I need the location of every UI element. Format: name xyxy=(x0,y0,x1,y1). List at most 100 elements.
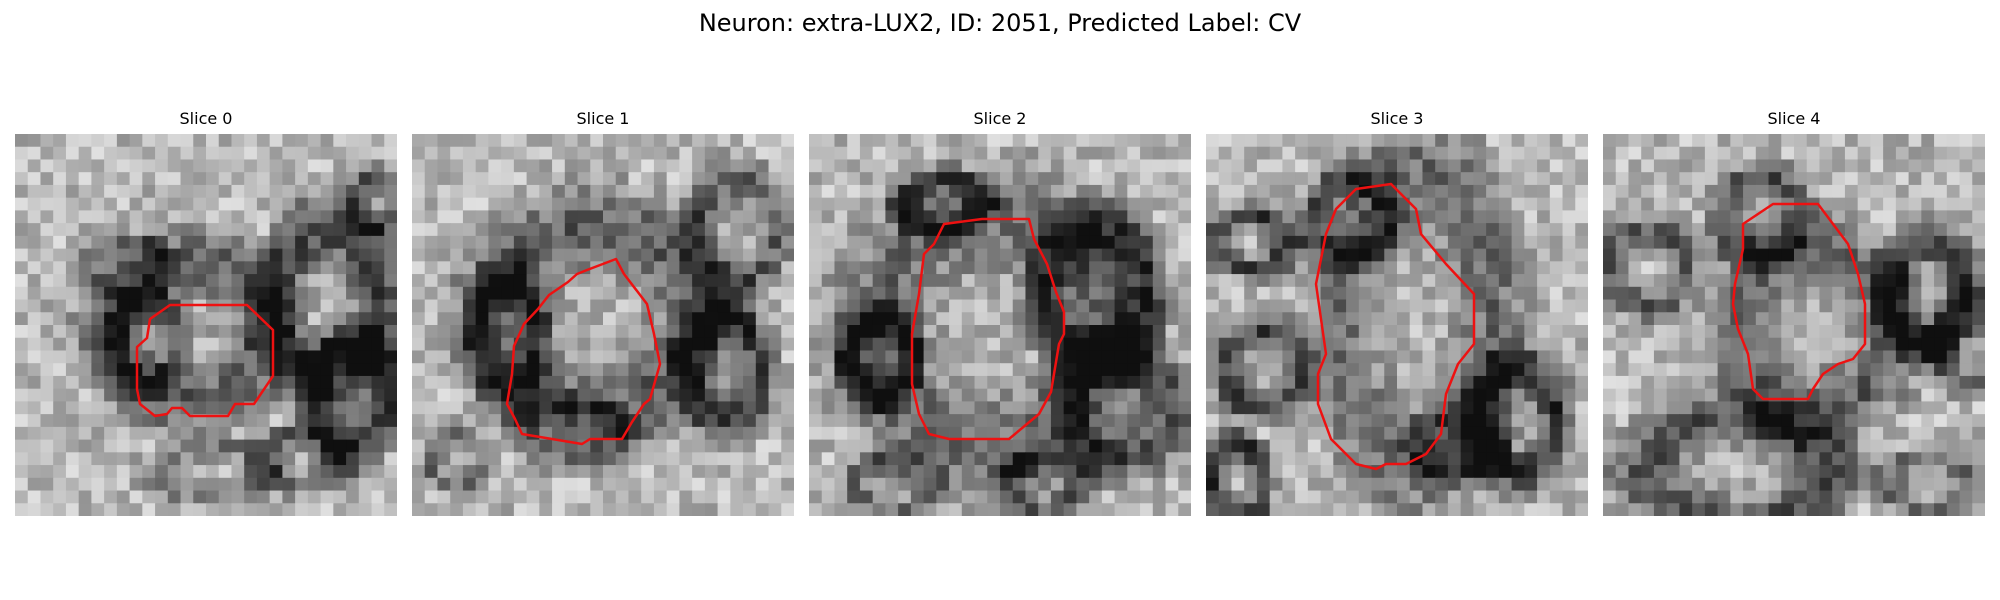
image-pixel xyxy=(1819,286,1833,301)
image-pixel xyxy=(1603,325,1617,339)
image-pixel xyxy=(1704,503,1719,516)
image-pixel xyxy=(743,414,757,428)
image-pixel xyxy=(129,261,143,275)
image-pixel xyxy=(679,235,693,250)
image-pixel xyxy=(666,172,680,186)
image-pixel xyxy=(923,274,937,288)
image-pixel xyxy=(755,299,770,313)
image-pixel xyxy=(206,312,220,326)
image-pixel xyxy=(256,172,271,186)
image-pixel xyxy=(1295,248,1309,262)
image-pixel xyxy=(1371,134,1385,148)
image-pixel xyxy=(346,172,360,186)
image-pixel xyxy=(501,503,515,516)
image-pixel xyxy=(590,325,604,339)
image-pixel xyxy=(1819,184,1833,199)
image-pixel xyxy=(1486,210,1500,224)
image-pixel xyxy=(1692,401,1706,415)
image-pixel xyxy=(1178,477,1191,492)
image-pixel xyxy=(539,350,553,364)
image-pixel xyxy=(307,197,322,211)
image-pixel xyxy=(768,490,782,504)
image-pixel xyxy=(1755,172,1770,186)
image-pixel xyxy=(1870,490,1884,504)
image-pixel xyxy=(961,477,976,492)
image-pixel xyxy=(1603,350,1617,364)
image-pixel xyxy=(628,286,642,301)
image-pixel xyxy=(1256,388,1271,402)
image-pixel xyxy=(40,325,54,339)
image-pixel xyxy=(987,477,1001,492)
image-pixel xyxy=(1486,503,1500,516)
image-pixel xyxy=(1692,350,1706,364)
image-pixel xyxy=(1562,439,1576,453)
image-pixel xyxy=(666,337,680,351)
image-pixel xyxy=(666,439,680,453)
image-pixel xyxy=(1653,312,1668,326)
image-pixel xyxy=(116,197,131,211)
image-pixel xyxy=(1781,172,1795,186)
image-pixel xyxy=(987,375,1001,390)
image-pixel xyxy=(847,388,861,402)
image-pixel xyxy=(488,261,502,275)
image-pixel xyxy=(218,465,232,479)
image-pixel xyxy=(256,274,271,288)
image-pixel xyxy=(27,363,41,377)
image-pixel xyxy=(641,286,655,301)
image-pixel xyxy=(1819,452,1833,466)
image-pixel xyxy=(1101,439,1116,453)
image-pixel xyxy=(1063,490,1077,504)
image-pixel xyxy=(218,184,232,199)
image-pixel xyxy=(834,426,848,441)
image-pixel xyxy=(40,274,54,288)
image-pixel xyxy=(885,465,899,479)
image-pixel xyxy=(1127,490,1141,504)
image-pixel xyxy=(1460,172,1474,186)
image-pixel xyxy=(155,465,169,479)
image-pixel xyxy=(1562,388,1576,402)
image-pixel xyxy=(307,134,322,148)
image-pixel xyxy=(1295,375,1309,390)
image-pixel xyxy=(1603,184,1617,199)
image-pixel xyxy=(1486,299,1500,313)
image-pixel xyxy=(1063,286,1077,301)
image-pixel xyxy=(1511,401,1525,415)
image-pixel xyxy=(1346,414,1360,428)
image-pixel xyxy=(590,388,604,402)
image-pixel xyxy=(1114,350,1128,364)
image-pixel xyxy=(269,223,283,237)
image-pixel xyxy=(475,414,489,428)
image-pixel xyxy=(1537,146,1551,160)
image-pixel xyxy=(1269,325,1283,339)
image-pixel xyxy=(1562,134,1576,148)
image-pixel xyxy=(1549,337,1564,351)
image-pixel xyxy=(1895,401,1910,415)
image-pixel xyxy=(590,197,604,211)
image-pixel xyxy=(704,248,719,262)
image-pixel xyxy=(1307,210,1322,224)
image-pixel xyxy=(1397,363,1411,377)
image-pixel xyxy=(768,439,782,453)
image-pixel xyxy=(27,477,41,492)
image-pixel xyxy=(142,363,156,377)
image-pixel xyxy=(1844,184,1859,199)
image-pixel xyxy=(65,146,80,160)
image-pixel xyxy=(1908,401,1922,415)
image-pixel xyxy=(1460,146,1474,160)
image-pixel xyxy=(961,375,976,390)
image-pixel xyxy=(1666,465,1680,479)
image-pixel xyxy=(1231,388,1245,402)
image-pixel xyxy=(1755,337,1770,351)
image-pixel xyxy=(1549,388,1564,402)
image-pixel xyxy=(898,503,912,516)
image-pixel xyxy=(781,426,794,441)
image-pixel xyxy=(129,223,143,237)
image-pixel xyxy=(1498,363,1513,377)
image-pixel xyxy=(692,134,706,148)
image-pixel xyxy=(1409,261,1423,275)
image-pixel xyxy=(1320,248,1334,262)
image-pixel xyxy=(1422,261,1436,275)
image-pixel xyxy=(1743,223,1757,237)
image-pixel xyxy=(1883,363,1897,377)
image-pixel xyxy=(987,261,1001,275)
